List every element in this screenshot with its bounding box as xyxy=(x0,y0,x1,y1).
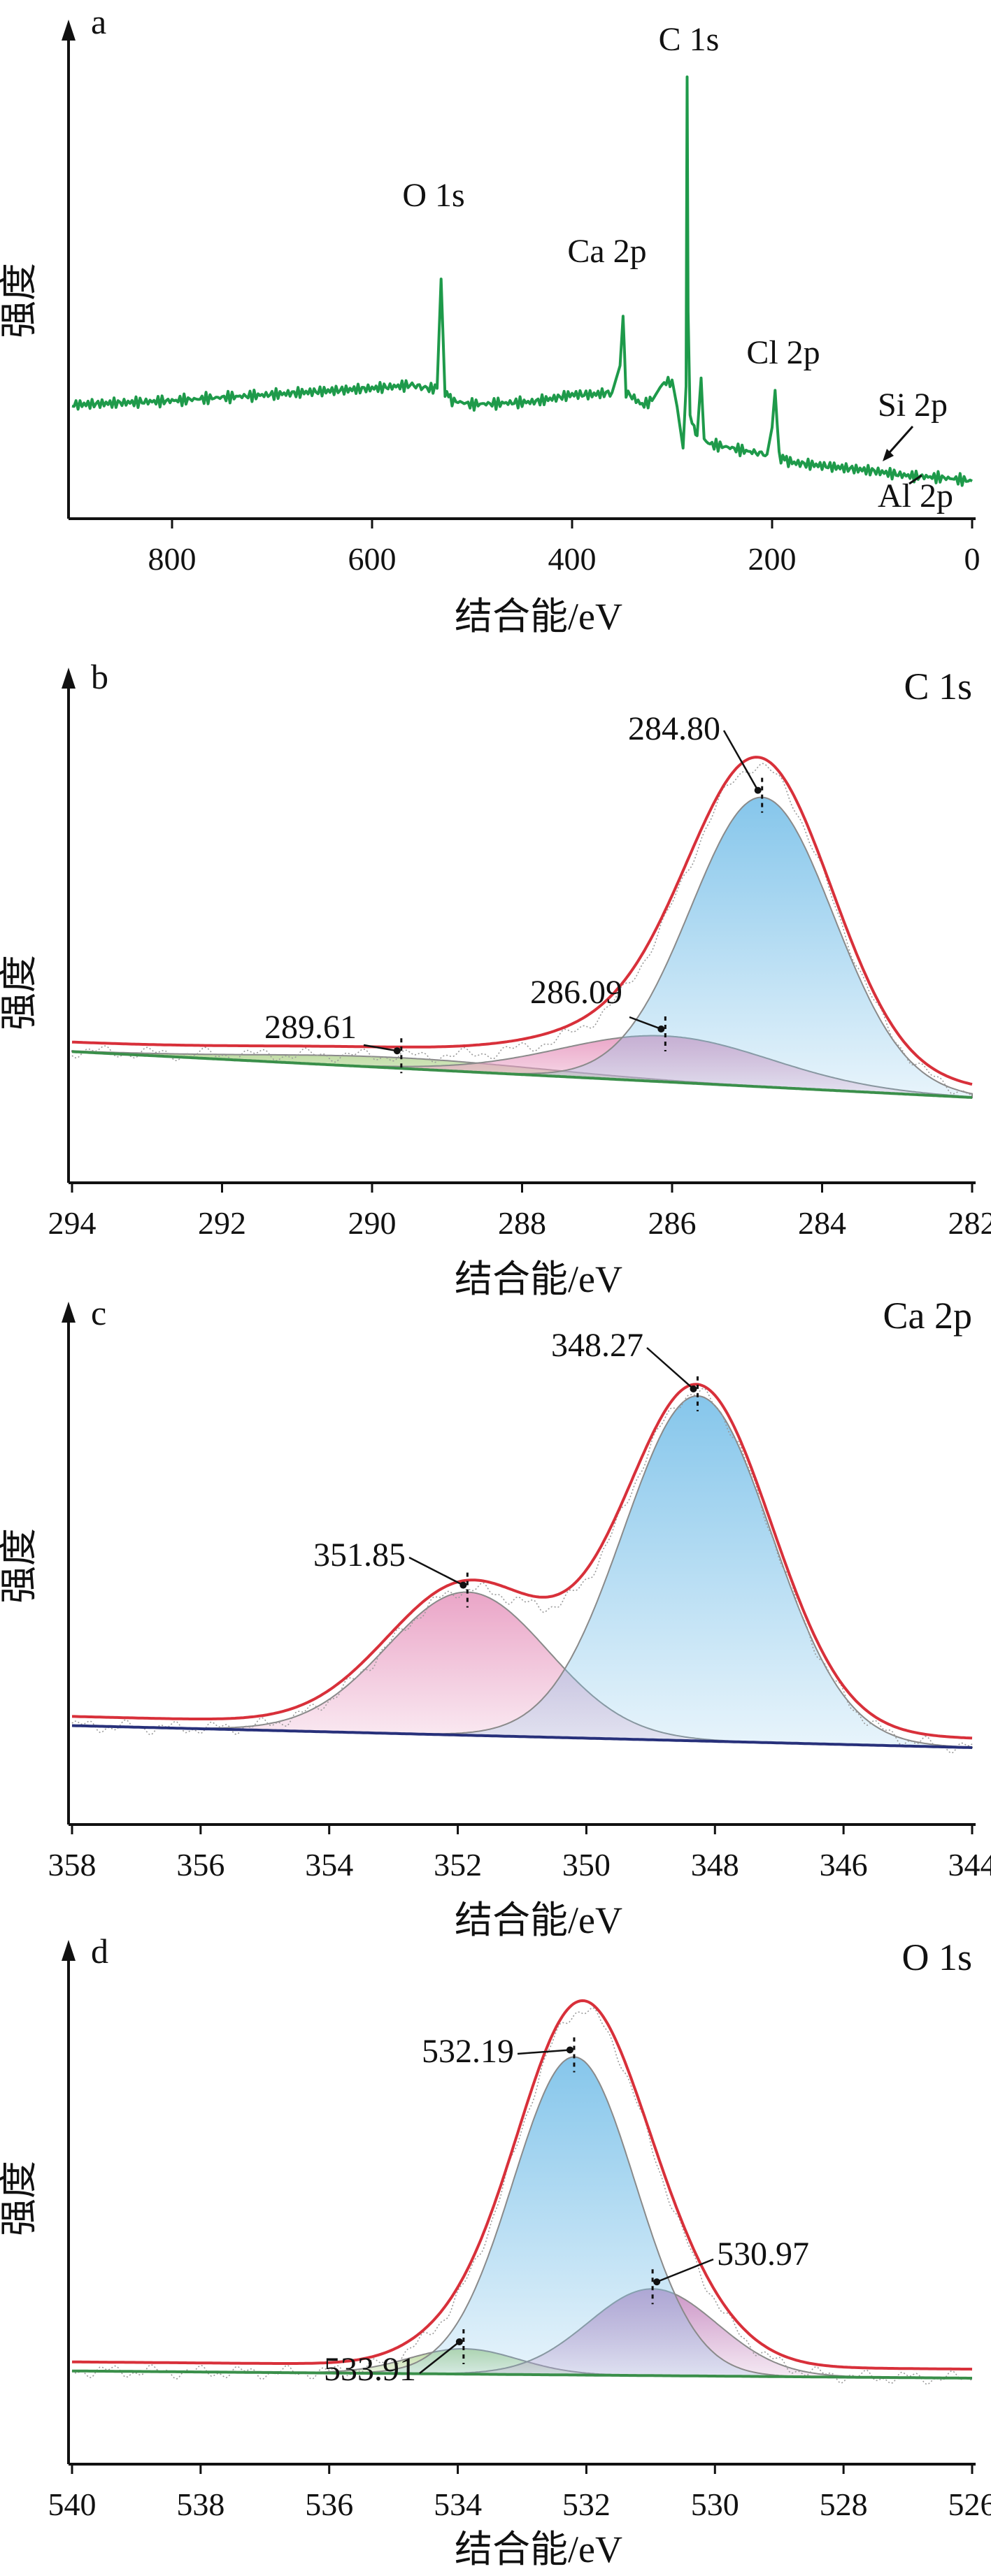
x-tick-label: 286 xyxy=(648,1205,697,1241)
raw-data-points xyxy=(71,2007,973,2385)
peak-annotation: O 1s xyxy=(402,177,464,214)
background-line xyxy=(71,1050,973,1099)
y-axis-label: 强度 xyxy=(0,955,40,1030)
panel-title: C 1s xyxy=(904,665,972,707)
x-tick-label: 800 xyxy=(148,541,197,577)
peak-label-pointer xyxy=(656,2258,714,2283)
peak-label-pointer-head xyxy=(459,1581,467,1589)
background-line xyxy=(72,2369,972,2380)
fit-component-peak xyxy=(72,2056,972,2379)
peak-label-pointer-head xyxy=(657,1025,665,1032)
peak-label: 351.85 xyxy=(313,1537,406,1574)
panel-title: O 1s xyxy=(901,1936,972,1978)
peak-label: 348.27 xyxy=(551,1327,643,1364)
peak-label: 289.61 xyxy=(264,1009,357,1046)
background-line xyxy=(71,1724,973,1749)
x-tick-label: 600 xyxy=(348,541,397,577)
survey-spectrum-line xyxy=(71,75,973,487)
x-tick-label: 348 xyxy=(691,1847,739,1883)
raw-data-points xyxy=(71,763,973,1095)
x-tick-label: 354 xyxy=(305,1847,353,1883)
peak-label-pointer xyxy=(646,1347,694,1390)
x-tick-label: 540 xyxy=(48,2487,97,2522)
fit-component-peak xyxy=(71,796,973,1099)
peak-label-pointer-head xyxy=(393,1047,401,1055)
peak-label-pointer xyxy=(363,1044,398,1052)
x-tick-label: 400 xyxy=(548,541,597,577)
x-tick-label: 346 xyxy=(820,1847,868,1883)
peak-annotation: Si 2p xyxy=(878,387,948,424)
peak-annotation: Ca 2p xyxy=(567,233,646,270)
peak-annotation: Al 2p xyxy=(878,477,953,515)
x-tick-label: 532 xyxy=(562,2487,611,2522)
x-tick-label: 292 xyxy=(198,1205,246,1241)
x-tick-label: 282 xyxy=(948,1205,991,1241)
peak-label-pointer-head xyxy=(754,786,762,794)
panel-letter: c xyxy=(91,1293,106,1332)
x-tick-label: 356 xyxy=(176,1847,224,1883)
fit-envelope-line xyxy=(71,1999,973,2371)
x-axis-label: 结合能/eV xyxy=(455,1258,622,1300)
y-axis-label: 强度 xyxy=(0,1528,40,1604)
x-tick-label: 528 xyxy=(820,2487,868,2522)
panel-letter: b xyxy=(91,657,108,696)
peak-label-pointer xyxy=(722,730,759,791)
raw-data-points xyxy=(71,1388,973,1754)
x-axis-label: 结合能/eV xyxy=(455,596,622,638)
al-pointer xyxy=(908,474,922,485)
x-tick-label: 290 xyxy=(348,1205,397,1241)
y-axis-arrow xyxy=(62,20,76,41)
peak-label-pointer xyxy=(419,2340,460,2374)
peak-label-pointer-head xyxy=(455,2338,463,2345)
peak-label: 532.19 xyxy=(422,2033,514,2070)
x-tick-label: 0 xyxy=(964,541,981,577)
x-axis-label: 结合能/eV xyxy=(455,2528,622,2570)
peak-label-pointer-head xyxy=(653,2278,661,2286)
peak-label-pointer xyxy=(629,1016,662,1030)
peak-annotation: Cl 2p xyxy=(746,334,820,371)
x-tick-label: 358 xyxy=(48,1847,97,1883)
y-axis-arrow xyxy=(62,1940,76,1961)
x-tick-label: 352 xyxy=(434,1847,482,1883)
x-tick-label: 536 xyxy=(305,2487,353,2522)
x-tick-label: 344 xyxy=(948,1847,991,1883)
peak-label-pointer xyxy=(517,2049,571,2055)
x-tick-label: 200 xyxy=(748,541,797,577)
x-tick-label: 526 xyxy=(948,2487,991,2522)
peak-label-pointer-head xyxy=(566,2046,573,2054)
fit-envelope-line xyxy=(71,756,973,1086)
peak-label-pointer-head xyxy=(690,1385,697,1393)
y-axis-label: 强度 xyxy=(0,263,40,338)
fit-envelope-line xyxy=(72,1383,973,1740)
x-tick-label: 284 xyxy=(798,1205,846,1241)
peak-label: 533.91 xyxy=(324,2351,416,2388)
x-tick-label: 538 xyxy=(176,2487,224,2522)
x-tick-label: 294 xyxy=(48,1205,97,1241)
x-tick-label: 350 xyxy=(562,1847,611,1883)
y-axis-arrow xyxy=(62,1302,76,1323)
si-pointer-head xyxy=(883,449,894,461)
x-tick-label: 530 xyxy=(691,2487,739,2522)
peak-label-pointer xyxy=(408,1556,464,1586)
x-axis-label: 结合能/eV xyxy=(455,1899,622,1941)
y-axis-label: 强度 xyxy=(0,2161,40,2236)
peak-label: 284.80 xyxy=(628,710,720,747)
panel-letter: a xyxy=(91,2,106,41)
peak-annotation: C 1s xyxy=(659,21,720,58)
y-axis-arrow xyxy=(62,668,76,689)
panel-letter: d xyxy=(91,1931,108,1971)
x-tick-label: 534 xyxy=(434,2487,482,2522)
panel-title: Ca 2p xyxy=(883,1295,973,1337)
x-tick-label: 288 xyxy=(498,1205,546,1241)
peak-label: 286.09 xyxy=(530,974,622,1011)
peak-label: 530.97 xyxy=(717,2236,809,2273)
